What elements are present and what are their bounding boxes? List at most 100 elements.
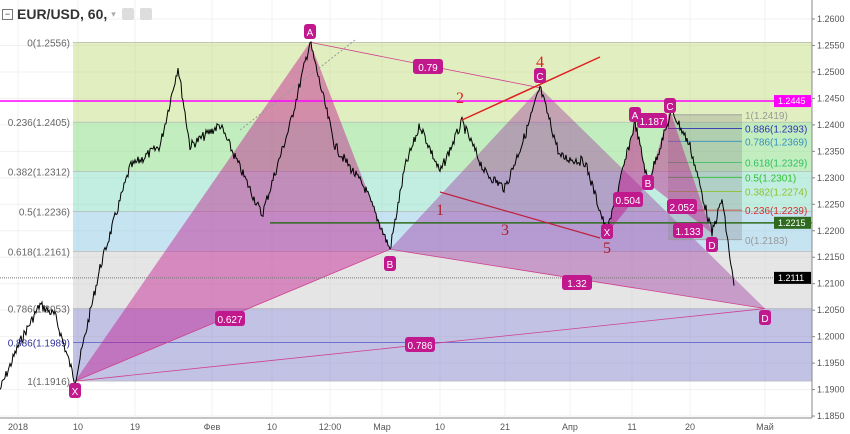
pattern-point-label: X [604,228,611,239]
price-tick-label: 1.2300 [817,173,845,183]
ratio-label: 0.786 [407,341,432,352]
symbol-title[interactable]: EUR/USD, 60, [17,6,108,22]
ratio-label-bg [562,275,592,290]
pattern-bcd-triangle [390,87,765,309]
wave-number: 3 [501,222,509,239]
pattern-point-label-bg [706,237,718,252]
time-tick-label: 10 [435,422,445,432]
chart-header: − EUR/USD, 60, ▾ [2,6,152,22]
small-fib-label: 0.236(1.2239) [745,206,807,217]
time-tick-label: Мар [373,422,391,432]
minus-square-icon[interactable]: − [2,8,13,20]
fib-level-label: 0.886(1.1989) [8,338,70,349]
price-tick-label: 1.2550 [817,40,845,50]
ratio-label: 1.133 [675,227,700,238]
ratio-label: 0.79 [418,63,438,74]
ratio-label-bg [667,199,697,214]
fib-band [73,42,812,123]
price-tick-label: 1.2450 [817,93,845,103]
ratio-label-bg [405,337,435,352]
small-fib-label: 0.5(1.2301) [745,173,796,184]
price-axis-bg [812,0,850,434]
fib-band [73,251,812,309]
small-fib-label: 0.886(1.2393) [745,125,807,136]
ratio-label-bg [673,223,703,238]
price-tick-label: 1.2000 [817,332,845,342]
pattern-point-label: B [387,260,394,271]
eye-icon[interactable] [121,8,134,20]
fib-level-label: 1(1.1916) [27,377,70,388]
time-tick-label: 11 [627,422,636,432]
pattern-point-label: C [666,102,673,113]
price-badge-bg [774,271,811,284]
pattern-point-label: D [761,314,768,325]
ratio-label-bg [613,192,643,207]
time-tick-label: Фев [204,422,221,432]
price-line [0,41,735,390]
pattern-point-label: X [72,387,79,398]
pattern-point-label-bg [534,68,546,83]
pattern-point-label-bg [601,224,613,239]
pattern-point-label: B [645,179,652,190]
pattern-point-label-bg [69,383,81,398]
price-tick-label: 1.2100 [817,279,845,289]
gear-icon[interactable] [139,8,152,20]
price-badge-bg [774,95,811,108]
fib-band [73,308,812,343]
fib-level-label: 0.236(1.2405) [8,118,70,129]
time-tick-label: 20 [685,422,695,432]
price-tick-label: 1.2400 [817,120,845,130]
price-badge-bg [774,216,811,229]
pattern-point-label-bg [304,24,316,39]
small-fib-label: 0(1.2183) [745,236,788,247]
time-tick-label: 19 [130,422,140,432]
wave-number: 1 [436,202,444,219]
ratio-label: 2.052 [669,203,694,214]
pattern-point-label: A [307,28,314,39]
wave-number: 2 [456,90,464,107]
pattern-point-label-bg [629,107,641,122]
fib-level-label: 0.5(1.2236) [19,208,70,219]
pattern-point-label-bg [759,310,771,325]
pattern-point-label-bg [642,175,654,190]
price-badge: 1.2111 [778,273,804,283]
time-tick-label: 21 [500,422,510,432]
small-fib-label: 0.382(1.2274) [745,188,807,199]
price-tick-label: 1.1900 [817,385,845,395]
price-badge: 1.2215 [778,218,806,228]
wave-number: 5 [603,240,611,257]
wave-channel-upper [461,56,601,121]
price-tick-label: 1.2250 [817,199,845,209]
price-tick-label: 1.2200 [817,226,845,236]
time-tick-label: Апр [562,422,578,432]
ratio-label: 1.187 [639,117,664,128]
chevron-down-icon[interactable]: ▾ [111,8,116,19]
ratio-label: 0.627 [217,315,242,326]
price-tick-label: 1.2050 [817,305,845,315]
small-fib-label: 1(1.2419) [745,111,788,122]
small-fib-label: 0.618(1.2329) [745,158,807,169]
ratio-label: 1.32 [567,279,587,290]
time-tick-label: 2018 [8,422,28,432]
fib-level-label: 0.618(1.2161) [8,247,70,258]
price-tick-label: 1.2150 [817,252,845,262]
wave-channel-lower [439,191,601,239]
ratio-label-bg [637,113,667,128]
small-fib-label: 0.786(1.2369) [745,137,807,148]
price-tick-label: 1.2350 [817,146,845,156]
pattern-point-label: D [708,241,715,252]
price-badge: 1.2445 [778,96,806,106]
time-tick-label: 12:00 [319,422,342,432]
trend-dotted-line [239,39,356,131]
time-tick-label: 10 [267,422,277,432]
pattern-point-label: C [536,72,543,83]
ratio-label-bg [413,59,443,74]
fib-level-label: 0.786(1.2053) [8,305,70,316]
pattern-xab-triangle [75,42,390,382]
price-tick-label: 1.1850 [817,411,845,421]
price-tick-label: 1.2500 [817,67,845,77]
ratio-label: 0.504 [615,196,640,207]
price-tick-label: 1.2600 [817,14,845,24]
